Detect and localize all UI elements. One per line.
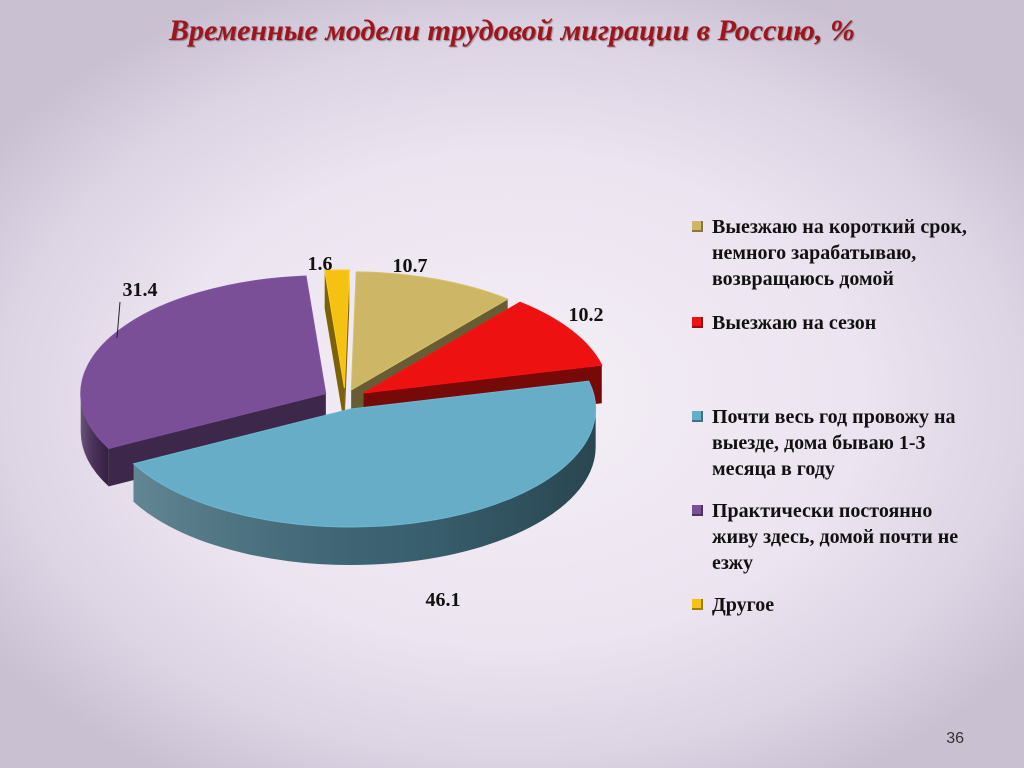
legend-swatch-short-term <box>692 221 703 232</box>
pie-slice-side-shade-most-of-year <box>133 408 596 565</box>
legend-label-short-term: Выезжаю на короткий срок, немного зараба… <box>712 216 967 290</box>
legend-label-most-of-year: Почти весь год провожу на выезде, дома б… <box>712 406 956 480</box>
pie-slice-side-shade-permanent <box>80 393 109 487</box>
data-label-seasonal: 10.2 <box>569 304 604 326</box>
slide-title: Временные модели трудовой миграции в Рос… <box>168 14 856 47</box>
pie-slice-top-seasonal <box>363 301 603 394</box>
legend-label-permanent: Практически постоянно живу здесь, домой … <box>712 500 959 574</box>
pie-slice-top-permanent <box>80 275 327 449</box>
legend-label-seasonal: Выезжаю на сезон <box>712 312 877 334</box>
legend-item-seasonal: Выезжаю на сезон <box>692 310 982 336</box>
data-label-short-term: 10.7 <box>393 255 428 277</box>
legend-item-permanent: Практически постоянно живу здесь, домой … <box>692 498 982 576</box>
pie-slice-wall-other <box>324 270 345 427</box>
pie-slice-top-other <box>324 269 350 389</box>
legend-swatch-most-of-year <box>692 411 703 422</box>
pie-slice-permanent <box>80 275 327 487</box>
pie-slice-most-of-year <box>132 380 597 565</box>
legend-swatch-permanent <box>692 505 703 516</box>
legend-item-most-of-year: Почти весь год провожу на выезде, дома б… <box>692 404 982 482</box>
pie-slice-top-most-of-year <box>132 380 597 528</box>
pie-slice-top-short-term <box>350 271 509 391</box>
legend-item-other: Другое <box>692 592 982 618</box>
leader-line-permanent <box>116 301 121 339</box>
data-label-permanent: 31.4 <box>123 279 158 301</box>
legend-swatch-seasonal <box>692 317 703 328</box>
data-label-other: 1.6 <box>308 253 333 275</box>
legend-item-short-term: Выезжаю на короткий срок, немного зараба… <box>692 214 982 292</box>
pie-slice-other <box>324 269 350 427</box>
data-label-most-of-year: 46.1 <box>426 589 461 611</box>
slide-number: 36 <box>946 730 964 747</box>
legend-label-other: Другое <box>712 594 775 616</box>
legend-swatch-other <box>692 599 703 610</box>
